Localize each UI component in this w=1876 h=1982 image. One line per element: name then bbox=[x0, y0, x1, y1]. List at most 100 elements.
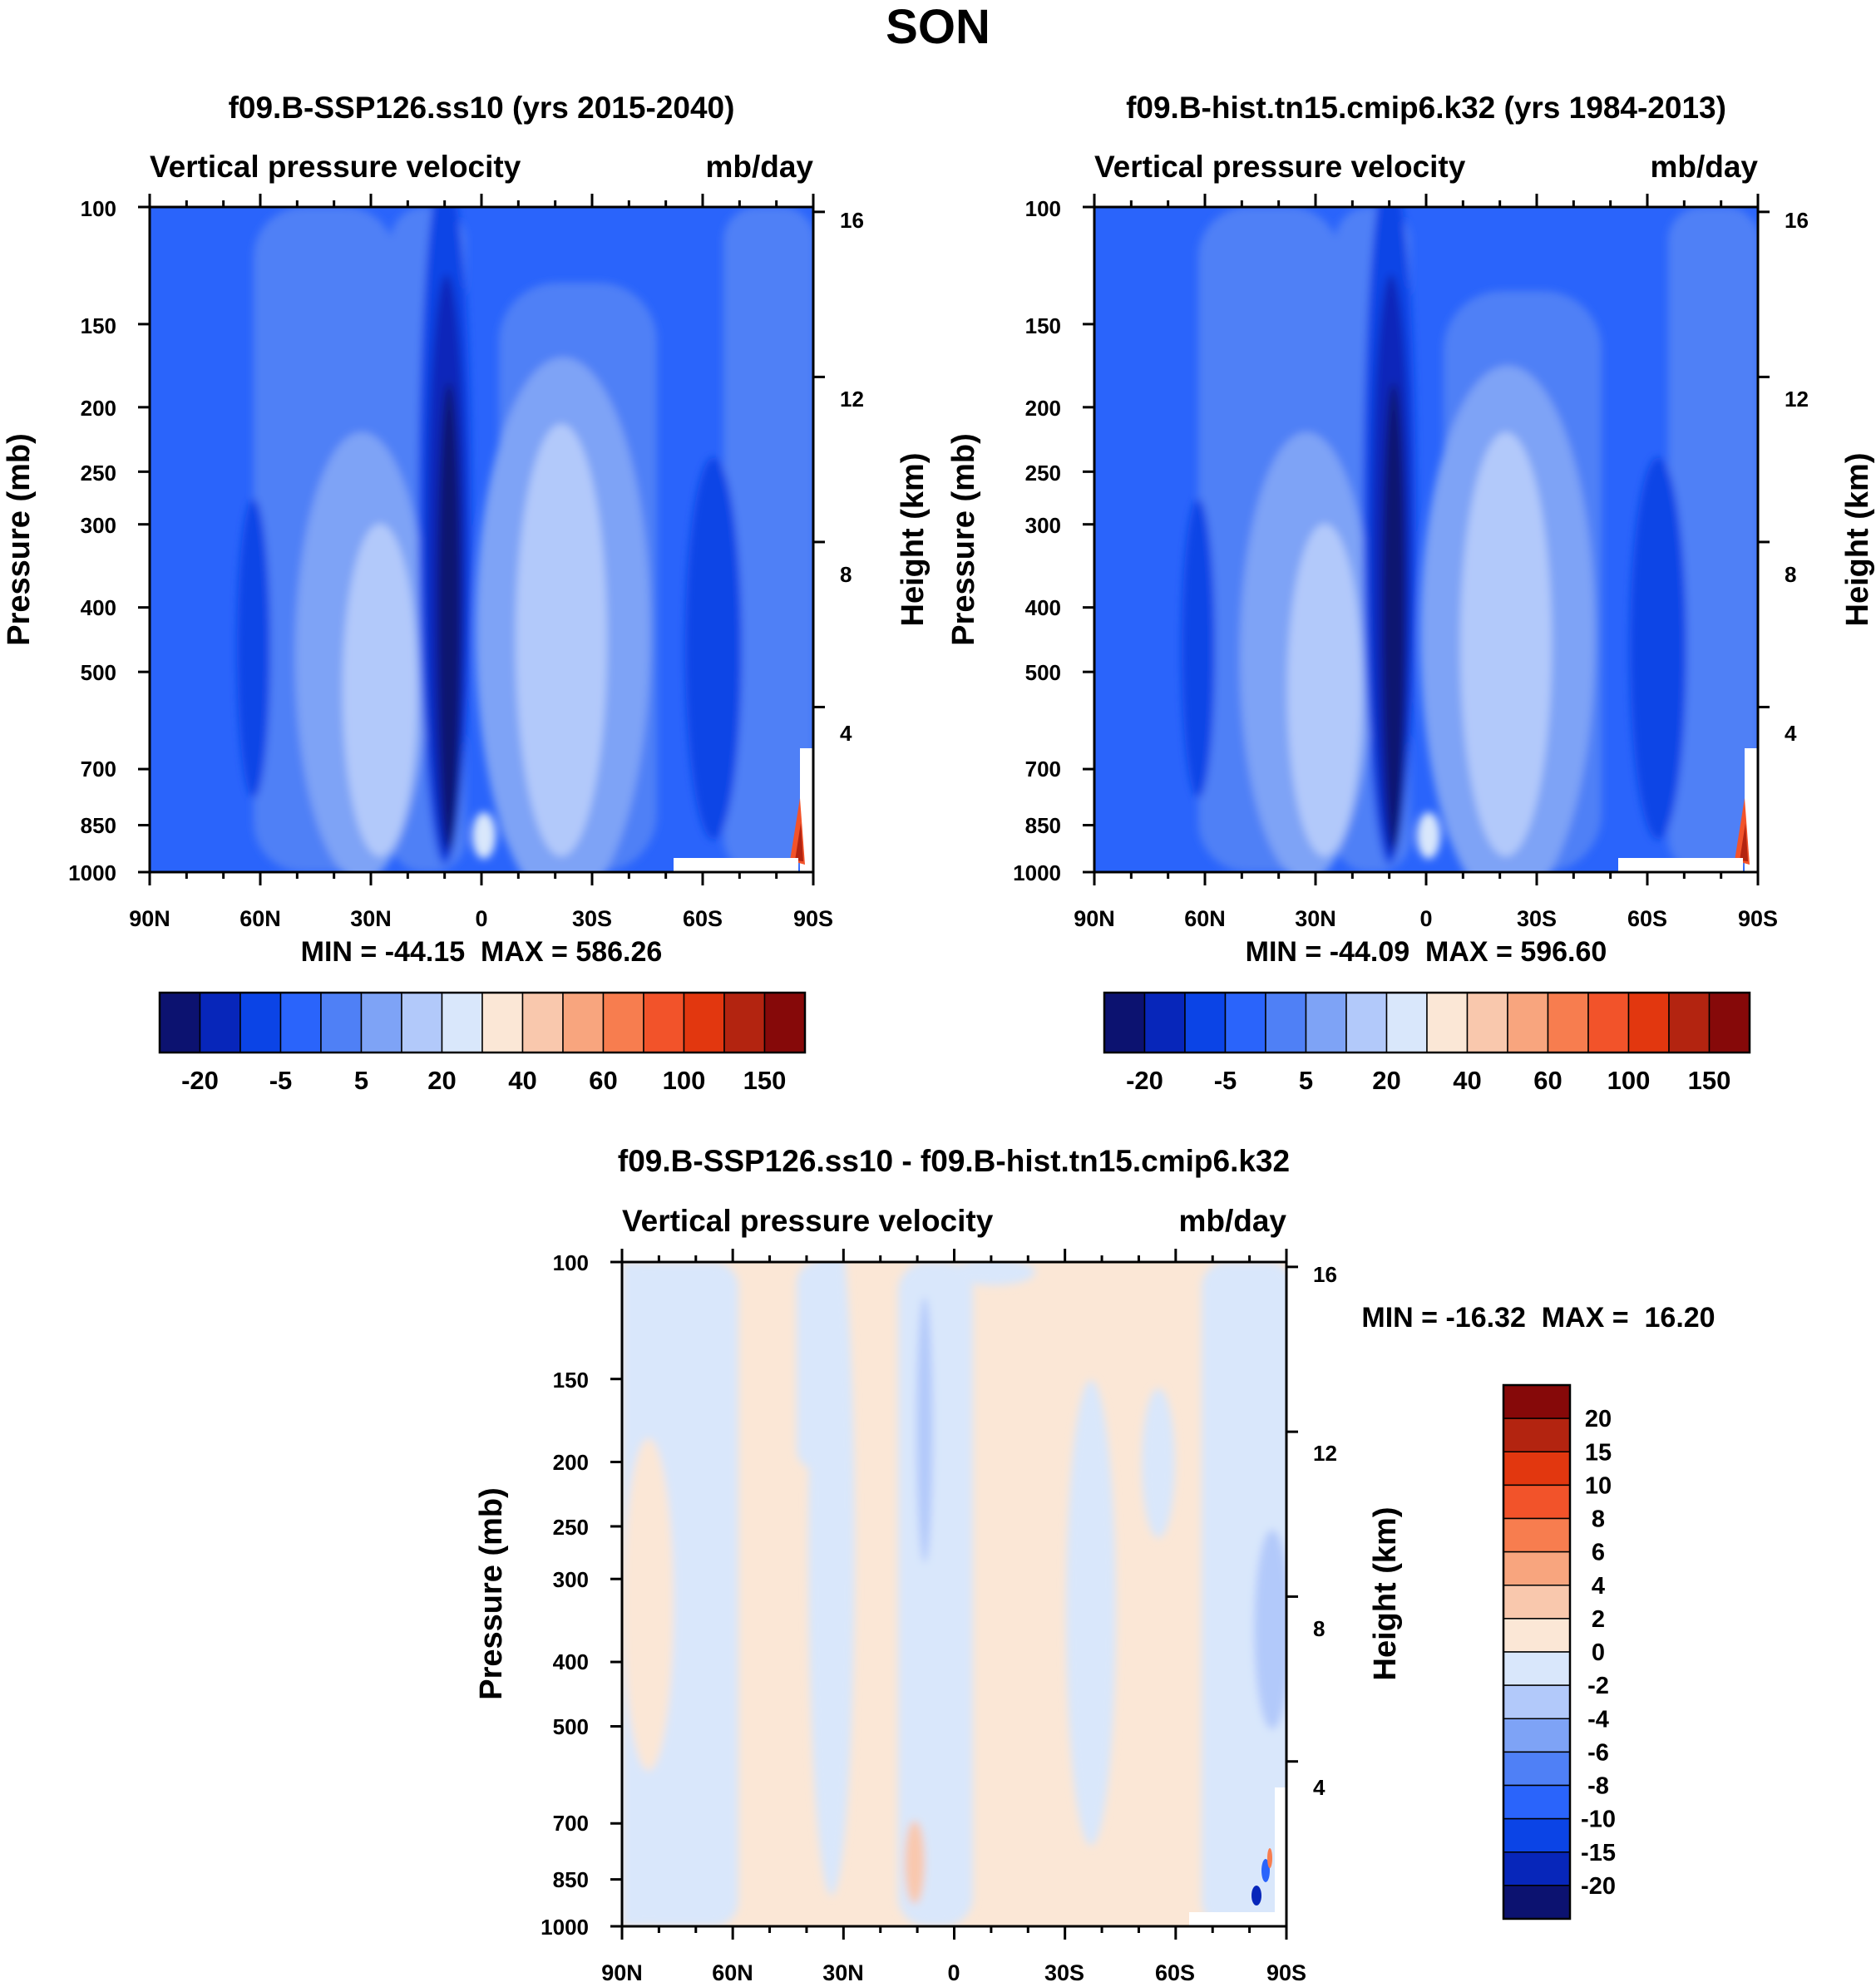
panel-b-ylabel-right: Height (km) bbox=[1840, 453, 1875, 627]
panel-b: f09.B-hist.tn15.cmip6.k32 (yrs 1984-2013… bbox=[946, 91, 1875, 1095]
colorbar-label: 5 bbox=[354, 1066, 368, 1095]
panel-a-xtick-0: 0 bbox=[475, 906, 487, 931]
colorbar-swatch bbox=[159, 992, 201, 1053]
colorbar-swatch bbox=[320, 992, 363, 1053]
colorbar-label: -20 bbox=[1126, 1066, 1163, 1095]
panel-c-ytick-500: 500 bbox=[553, 1714, 589, 1739]
panel-a-ytick-700: 700 bbox=[81, 757, 116, 781]
panel-b-colorbar: -20 -5 5 20 40 60 100 150 bbox=[1103, 991, 1751, 1095]
panel-a-ytick-1000: 1000 bbox=[68, 860, 116, 885]
panel-c-ylabel: Pressure (mb) bbox=[474, 1487, 509, 1700]
panel-b-xtick-90s: 90S bbox=[1738, 906, 1778, 931]
colorbar-label: -2 bbox=[1587, 1673, 1609, 1699]
panel-b-ytick-500: 500 bbox=[1025, 660, 1061, 685]
panel-b-ytick-250: 250 bbox=[1025, 461, 1061, 486]
panel-c-ytick-300: 300 bbox=[553, 1567, 589, 1592]
colorbar-swatch bbox=[1224, 992, 1266, 1053]
colorbar-swatch bbox=[1503, 1451, 1571, 1486]
colorbar-swatch bbox=[1426, 992, 1469, 1053]
panel-a-ytick-400: 400 bbox=[81, 595, 116, 620]
panel-a-ytick-150: 150 bbox=[81, 313, 116, 338]
page-title: SON bbox=[886, 0, 990, 54]
colorbar-label: -6 bbox=[1587, 1739, 1609, 1766]
panel-c-ytick-150: 150 bbox=[553, 1368, 589, 1393]
colorbar-swatch bbox=[401, 992, 443, 1053]
panel-c-title: f09.B-SSP126.ss10 - f09.B-hist.tn15.cmip… bbox=[618, 1144, 1290, 1178]
colorbar-label: 150 bbox=[743, 1066, 787, 1095]
panel-c-ylabel-right: Height (km) bbox=[1368, 1507, 1403, 1681]
panel-a-xtick-30s: 30S bbox=[572, 906, 612, 931]
panel-c-height-8: 8 bbox=[1313, 1616, 1325, 1641]
colorbar-swatch bbox=[683, 992, 725, 1053]
colorbar-swatch bbox=[602, 992, 644, 1053]
colorbar-label: -4 bbox=[1587, 1706, 1609, 1733]
panel-b-xtick-90n: 90N bbox=[1074, 906, 1115, 931]
panel-b-ytick-100: 100 bbox=[1025, 196, 1061, 221]
colorbar-label: 20 bbox=[1585, 1406, 1612, 1432]
panel-b-height-4: 4 bbox=[1785, 721, 1797, 746]
panel-b-ytick-400: 400 bbox=[1025, 595, 1061, 620]
colorbar-frame bbox=[158, 991, 807, 1054]
colorbar-label: 20 bbox=[427, 1066, 456, 1095]
colorbar-swatch bbox=[441, 992, 483, 1053]
colorbar-label: -20 bbox=[1581, 1873, 1616, 1900]
colorbar-swatch bbox=[1503, 1784, 1571, 1820]
panel-b-height-8: 8 bbox=[1785, 562, 1796, 587]
colorbar-label: -5 bbox=[269, 1066, 293, 1095]
panel-b-ytick-300: 300 bbox=[1025, 513, 1061, 538]
colorbar-swatch bbox=[1668, 992, 1711, 1053]
panel-b-xtick-30n: 30N bbox=[1295, 906, 1336, 931]
colorbar-label: 40 bbox=[1453, 1066, 1481, 1095]
colorbar-label: 2 bbox=[1592, 1606, 1605, 1633]
colorbar-label: -15 bbox=[1581, 1840, 1616, 1866]
colorbar-swatch bbox=[562, 992, 605, 1053]
panel-c-units: mb/day bbox=[1178, 1204, 1286, 1238]
colorbar-frame bbox=[1502, 1383, 1572, 1920]
colorbar-swatch bbox=[1503, 1384, 1571, 1419]
colorbar-label: 100 bbox=[1607, 1066, 1651, 1095]
panel-a-xtick-60n: 60N bbox=[239, 906, 281, 931]
panel-c-ytick-700: 700 bbox=[553, 1811, 589, 1836]
panel-a-height-4: 4 bbox=[840, 721, 852, 746]
panel-b-height-12: 12 bbox=[1785, 387, 1809, 412]
panel-b-title: f09.B-hist.tn15.cmip6.k32 (yrs 1984-2013… bbox=[1126, 91, 1726, 125]
colorbar-label: 5 bbox=[1299, 1066, 1313, 1095]
colorbar-label: 40 bbox=[508, 1066, 536, 1095]
colorbar-swatch bbox=[1587, 992, 1630, 1053]
panel-c-ytick-850: 850 bbox=[553, 1867, 589, 1892]
panel-a-xtick-90s: 90S bbox=[793, 906, 833, 931]
colorbar-swatch bbox=[763, 992, 806, 1053]
panel-b-ylabel: Pressure (mb) bbox=[946, 433, 981, 646]
colorbar-swatch bbox=[643, 992, 685, 1053]
colorbar-label: 10 bbox=[1585, 1472, 1612, 1499]
colorbar-swatch bbox=[1547, 992, 1589, 1053]
colorbar-label: 6 bbox=[1592, 1540, 1605, 1566]
panel-b-xtick-60n: 60N bbox=[1184, 906, 1226, 931]
colorbar-swatch bbox=[1507, 992, 1549, 1053]
panel-a-stats: MIN = -44.15 MAX = 586.26 bbox=[301, 936, 663, 968]
colorbar-label: 100 bbox=[663, 1066, 706, 1095]
colorbar-swatch bbox=[1466, 992, 1508, 1053]
panel-c-height-4: 4 bbox=[1313, 1775, 1326, 1800]
colorbar-swatch bbox=[723, 992, 766, 1053]
panel-b-ytick-700: 700 bbox=[1025, 757, 1061, 781]
panel-a-xtick-60s: 60S bbox=[683, 906, 723, 931]
panel-a-ylabel: Pressure (mb) bbox=[2, 433, 37, 646]
panel-c-xtick-0: 0 bbox=[947, 1960, 960, 1982]
panel-b-ytick-1000: 1000 bbox=[1013, 860, 1061, 885]
colorbar-label: -8 bbox=[1587, 1773, 1609, 1800]
panel-c-xtick-60n: 60N bbox=[712, 1960, 753, 1982]
colorbar-swatch bbox=[1103, 992, 1146, 1053]
panel-c-ytick-250: 250 bbox=[553, 1515, 589, 1540]
panel-a-xtick-30n: 30N bbox=[350, 906, 392, 931]
colorbar-label: 60 bbox=[1533, 1066, 1562, 1095]
panel-c-stats: MIN = -16.32 MAX = 16.20 bbox=[1361, 1302, 1715, 1334]
colorbar-swatch bbox=[1503, 1618, 1571, 1653]
colorbar-label: -20 bbox=[181, 1066, 219, 1095]
panel-a-subtitle-left: Vertical pressure velocity bbox=[150, 150, 521, 184]
panel-a-units: mb/day bbox=[705, 150, 813, 184]
panel-a-height-16: 16 bbox=[840, 208, 864, 233]
colorbar-label: 0 bbox=[1592, 1639, 1605, 1666]
panel-b-xtick-0: 0 bbox=[1419, 906, 1432, 931]
colorbar-swatch bbox=[1503, 1885, 1571, 1920]
